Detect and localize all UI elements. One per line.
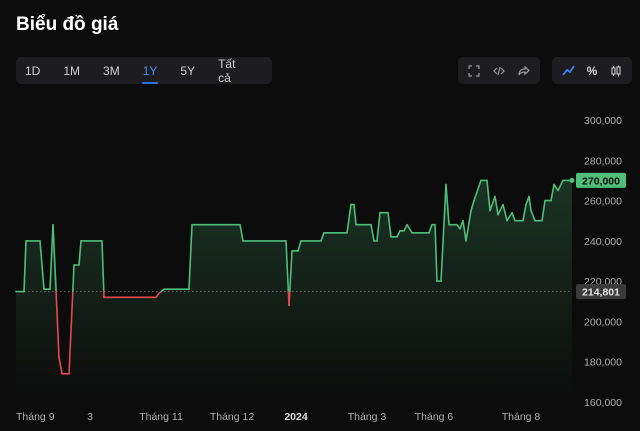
price-line-segment: [550, 183, 555, 202]
price-line-segment: [346, 203, 352, 234]
y-tick-label: 200,000: [584, 316, 622, 328]
expand-icon[interactable]: [465, 62, 483, 80]
price-line-segment: [285, 240, 290, 293]
baseline-price-badge: 214,801: [582, 287, 620, 299]
price-line-segment: [49, 223, 54, 290]
candlestick-icon[interactable]: [607, 62, 625, 80]
x-tick-label: Tháng 3: [348, 411, 387, 423]
x-tick-label: Tháng 12: [210, 411, 255, 423]
range-tab-1d[interactable]: 1D: [25, 63, 41, 78]
price-line-segment: [370, 223, 375, 242]
price-area: [16, 180, 572, 402]
price-line-segment: [406, 223, 413, 234]
page-title: Biểu đồ giá: [16, 14, 119, 35]
y-tick-label: 260,000: [584, 196, 622, 208]
price-line-segment: [497, 203, 504, 216]
x-tick-label: 2024: [284, 411, 308, 423]
price-line-segment: [39, 240, 45, 290]
price-line-segment: [440, 183, 447, 282]
price-line-segment: [101, 240, 105, 293]
price-line-segment: [376, 211, 381, 242]
range-tab-all[interactable]: Tất cả: [218, 56, 236, 85]
range-tab-3m[interactable]: 3M: [103, 63, 120, 78]
y-tick-label: 300,000: [584, 115, 622, 127]
price-line-segment: [522, 203, 527, 222]
price-line-segment: [462, 219, 467, 242]
range-tab-1m[interactable]: 1M: [63, 63, 81, 78]
range-tab-1y[interactable]: 1Y: [141, 63, 159, 84]
price-line-segment: [494, 195, 499, 216]
price-line-segment: [297, 240, 302, 252]
price-line-segment: [428, 223, 433, 234]
x-tick-label: 3: [87, 411, 93, 423]
price-line-segment: [288, 290, 291, 307]
price-line-segment: [387, 211, 392, 238]
price-line-segment: [557, 179, 564, 192]
code-icon[interactable]: [490, 62, 508, 80]
x-tick-label: Tháng 6: [415, 411, 454, 423]
current-price-badge: 270,000: [582, 175, 620, 187]
y-tick-label: 160,000: [584, 397, 622, 409]
baseline-price-badge-bg: [576, 284, 626, 300]
current-price-badge-bg: [576, 172, 626, 188]
price-line-segment: [506, 211, 513, 222]
range-selector: 1D 1M 3M 1Y 5Y Tất cả: [16, 56, 272, 85]
price-line-segment: [489, 195, 496, 212]
price-line-segment: [320, 232, 325, 242]
price-line-segment: [511, 211, 516, 222]
price-line-segment: [288, 250, 293, 293]
price-line-segment: [68, 290, 74, 375]
y-tick-label: 280,000: [584, 155, 622, 167]
price-line-segment: [486, 179, 491, 212]
price-line-segment: [396, 230, 401, 238]
y-tick-label: 240,000: [584, 236, 622, 248]
price-line-segment: [23, 240, 27, 293]
y-tick-label: 180,000: [584, 357, 622, 369]
price-line-segment: [473, 179, 482, 202]
price-line-segment: [502, 203, 508, 222]
price-line-segment: [465, 209, 472, 242]
price-line-segment: [239, 223, 244, 242]
chart-tools: [458, 57, 540, 84]
price-line-segment: [403, 223, 408, 232]
share-icon[interactable]: [515, 62, 533, 80]
price-line-segment: [188, 223, 193, 290]
price-line-segment: [445, 183, 450, 226]
price-line-segment: [553, 183, 559, 192]
price-line-segment: [470, 199, 475, 212]
line-chart-icon[interactable]: [559, 62, 577, 80]
chart-type-selector: %: [552, 57, 632, 84]
x-tick-label: Tháng 9: [16, 411, 55, 423]
price-chart: 160,000180,000200,000220,000240,000260,0…: [15, 115, 626, 423]
price-line-segment: [541, 199, 546, 222]
price-line-segment: [528, 195, 532, 212]
price-line-segment: [58, 356, 63, 375]
price-line-segment: [52, 223, 57, 290]
percent-button[interactable]: %: [586, 63, 598, 78]
x-tick-label: Tháng 11: [139, 411, 183, 423]
range-tab-5y[interactable]: 5Y: [180, 63, 196, 78]
x-tick-label: Tháng 8: [502, 411, 541, 423]
current-price-dot: [569, 177, 575, 183]
price-line-segment: [55, 290, 60, 359]
price-line-segment: [155, 292, 160, 299]
price-line-segment: [530, 209, 536, 222]
price-line-segment: [434, 223, 438, 282]
price-line-segment: [78, 240, 82, 266]
price-line-segment: [72, 264, 75, 293]
price-line-segment: [353, 203, 357, 226]
